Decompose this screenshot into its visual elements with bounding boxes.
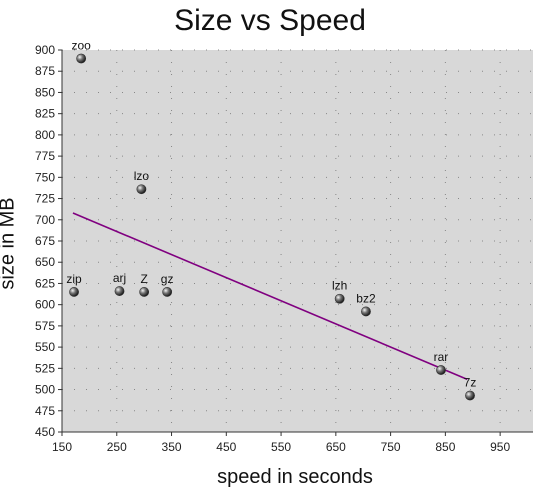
chart-title: Size vs Speed [174,4,366,37]
data-point-label: zip [66,272,82,286]
data-point-label: bz2 [356,291,376,305]
y-tick-label: 775 [35,149,55,163]
data-point [139,287,150,297]
y-tick-label: 700 [35,213,55,227]
y-tick-label: 825 [35,107,55,121]
y-tick-label: 750 [35,170,55,184]
x-axis-label: speed in seconds [217,466,373,488]
y-tick-label: 450 [35,425,55,439]
x-tick-label: 250 [107,440,127,454]
data-point [69,287,79,297]
data-point-label: 7z [464,375,477,389]
data-point-label: lzh [332,279,347,293]
y-tick-label: 600 [35,298,55,312]
data-point-label: rar [434,350,449,364]
x-tick-label: 450 [216,440,236,454]
y-tick-label: 525 [35,361,55,375]
x-tick-label: 750 [381,440,401,454]
x-tick-label: 350 [162,440,182,454]
data-point [361,306,371,317]
data-point-label: gz [161,272,174,286]
x-tick-label: 650 [326,440,346,454]
y-tick-label: 850 [35,85,55,99]
y-tick-label: 875 [35,64,55,78]
data-point-label: lzo [134,169,150,183]
y-axis-label: size in MB [0,197,19,290]
data-point-label: zoo [71,38,91,52]
x-tick-label: 550 [271,440,291,454]
x-tick-label: 950 [490,440,510,454]
y-tick-label: 475 [35,404,55,418]
trend-line [72,212,468,381]
data-point [334,293,345,304]
data-point [114,286,125,296]
x-tick-label: 150 [52,440,72,454]
data-point-label: Z [140,272,147,286]
plot-background [62,50,533,432]
y-tick-label: 725 [35,192,55,206]
data-point [162,287,173,297]
data-point [76,53,87,64]
y-tick-label: 650 [35,255,55,269]
y-tick-label: 900 [35,43,55,57]
y-tick-label: 675 [35,234,55,248]
x-tick-label: 850 [435,440,455,454]
data-point-label: arj [113,271,126,285]
y-tick-label: 575 [35,319,55,333]
y-tick-label: 500 [35,383,55,397]
data-point [436,365,446,375]
y-tick-label: 625 [35,276,55,290]
y-tick-label: 550 [35,340,55,354]
data-point [136,184,147,195]
data-point [465,390,475,401]
y-tick-label: 800 [35,128,55,142]
